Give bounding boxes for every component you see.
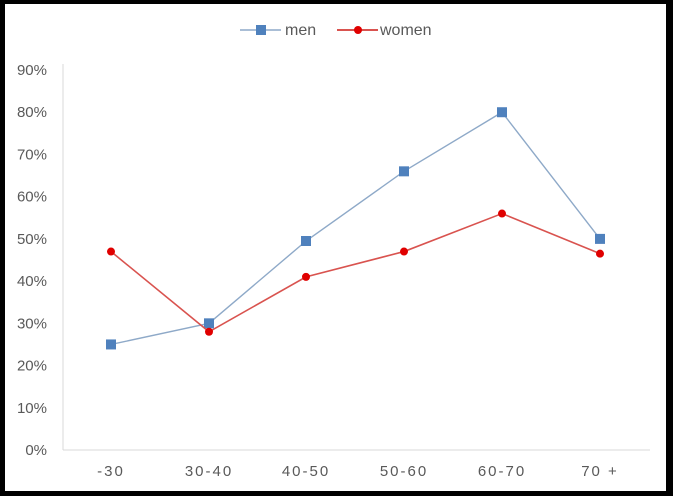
legend-item-men: men bbox=[240, 22, 316, 39]
data-point bbox=[498, 209, 506, 218]
data-point bbox=[595, 233, 605, 244]
circle-marker-icon bbox=[354, 26, 362, 34]
square-marker-icon bbox=[256, 25, 266, 35]
data-point bbox=[596, 249, 604, 258]
y-tick-label: 10% bbox=[17, 400, 47, 417]
legend: men women bbox=[240, 22, 432, 39]
series-line bbox=[110, 111, 601, 346]
series-women bbox=[107, 209, 604, 336]
legend-item-women: women bbox=[337, 22, 432, 39]
y-tick-label: 50% bbox=[17, 231, 47, 248]
x-tick-label: 60-70 bbox=[478, 463, 526, 480]
x-tick-label: -30 bbox=[97, 463, 125, 480]
legend-label-women: women bbox=[379, 22, 432, 39]
y-tick-label: 20% bbox=[17, 358, 47, 375]
x-axis-ticks: -30 30-40 40-50 50-60 60-70 70 + bbox=[97, 463, 619, 480]
y-tick-label: 80% bbox=[17, 104, 47, 121]
y-tick-label: 90% bbox=[17, 62, 47, 79]
data-point bbox=[205, 327, 213, 336]
y-tick-label: 70% bbox=[17, 146, 47, 163]
chart-frame bbox=[5, 4, 666, 491]
data-point bbox=[106, 339, 116, 350]
data-point bbox=[399, 166, 409, 177]
data-point bbox=[302, 272, 310, 281]
y-tick-label: 30% bbox=[17, 315, 47, 332]
data-point bbox=[497, 107, 507, 118]
x-tick-label: 50-60 bbox=[380, 463, 428, 480]
data-point bbox=[107, 247, 115, 256]
series-group bbox=[106, 107, 605, 350]
data-point bbox=[400, 247, 408, 256]
data-point bbox=[301, 236, 311, 246]
x-tick-label: 70 + bbox=[581, 463, 619, 480]
data-point bbox=[204, 318, 214, 329]
y-tick-label: 0% bbox=[25, 442, 47, 459]
x-tick-label: 30-40 bbox=[185, 463, 233, 480]
y-tick-label: 40% bbox=[17, 273, 47, 290]
series-line bbox=[110, 212, 601, 333]
y-tick-label: 60% bbox=[17, 189, 47, 206]
series-men bbox=[106, 107, 605, 350]
x-tick-label: 40-50 bbox=[282, 463, 330, 480]
y-axis-ticks: 0% 10% 20% 30% 40% 50% 60% 70% 80% 90% bbox=[17, 62, 47, 459]
legend-label-men: men bbox=[285, 22, 316, 39]
